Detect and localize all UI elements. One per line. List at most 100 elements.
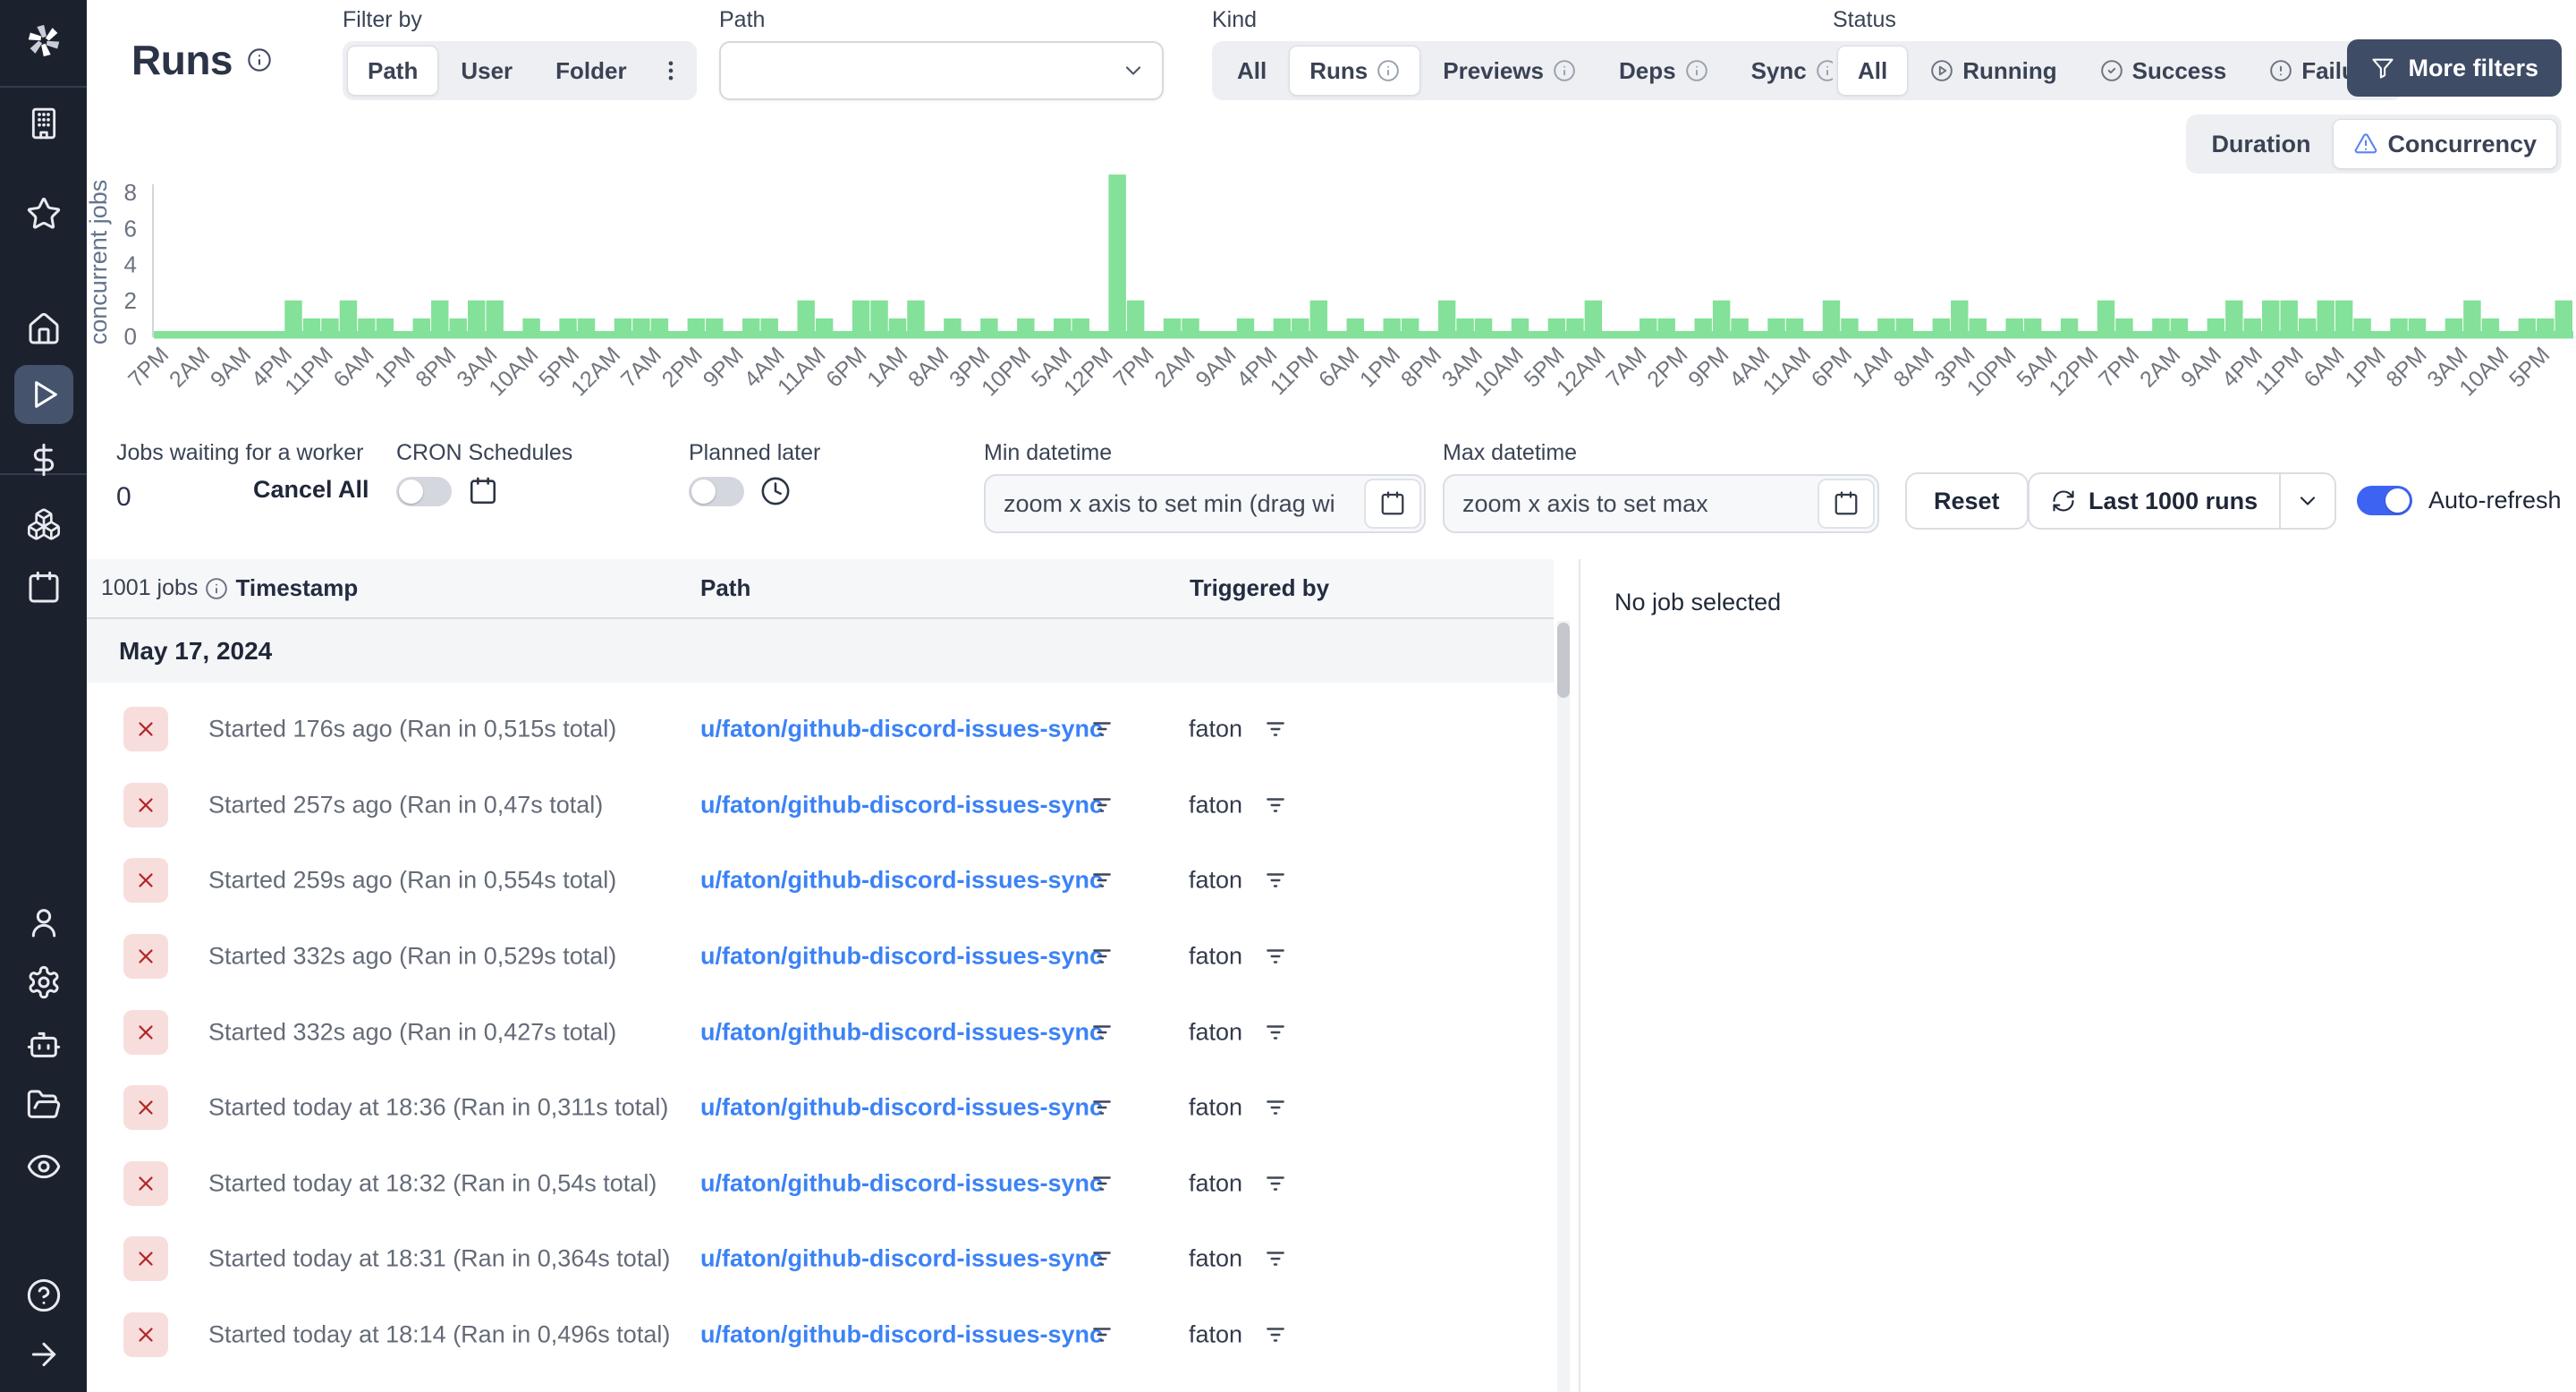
audit-eye-icon[interactable] bbox=[26, 1149, 62, 1184]
scrollbar-thumb[interactable] bbox=[1557, 623, 1570, 698]
run-path-link[interactable]: u/faton/github-discord-issues-sync bbox=[700, 942, 1104, 970]
last-runs-button[interactable]: Last 1000 runs bbox=[2029, 474, 2279, 528]
failure-x-badge bbox=[123, 934, 168, 980]
table-row[interactable]: Started today at 18:31 (Ran in 0,364s to… bbox=[87, 1221, 1554, 1297]
filter-by-user-icon[interactable] bbox=[1264, 1096, 1287, 1119]
max-datetime-calendar-button[interactable] bbox=[1818, 479, 1875, 529]
filter-by-path[interactable]: Path bbox=[347, 46, 439, 96]
svg-text:8: 8 bbox=[124, 179, 137, 206]
jobs-waiting-label: Jobs waiting for a worker bbox=[116, 440, 364, 465]
filter-by-user-icon[interactable] bbox=[1264, 1172, 1287, 1195]
status-success[interactable]: Success bbox=[2080, 46, 2248, 96]
max-datetime-input[interactable] bbox=[1443, 474, 1879, 533]
runs-info-icon[interactable] bbox=[247, 47, 272, 72]
planned-later-toggle[interactable] bbox=[689, 476, 744, 506]
filter-by-user-icon[interactable] bbox=[1264, 945, 1287, 968]
run-path-link[interactable]: u/faton/github-discord-issues-sync bbox=[700, 791, 1104, 819]
table-row[interactable]: Started 259s ago (Ran in 0,554s total) u/… bbox=[87, 843, 1554, 919]
home-icon[interactable] bbox=[26, 311, 62, 347]
filter-by-folder[interactable]: Folder bbox=[555, 56, 627, 84]
folders-icon[interactable] bbox=[26, 1087, 62, 1123]
variables-dollar-icon[interactable] bbox=[26, 442, 62, 478]
path-select[interactable] bbox=[719, 41, 1164, 100]
kind-sync[interactable]: Sync bbox=[1731, 46, 1860, 96]
kebab-menu-icon[interactable] bbox=[649, 58, 692, 83]
windmill-logo[interactable] bbox=[23, 21, 64, 66]
svg-text:6: 6 bbox=[124, 215, 137, 242]
info-icon[interactable] bbox=[205, 577, 228, 600]
settings-gear-icon[interactable] bbox=[26, 964, 62, 1000]
table-row[interactable]: Started 332s ago (Ran in 0,427s total) u/… bbox=[87, 994, 1554, 1070]
more-filters-button[interactable]: More filters bbox=[2347, 39, 2562, 97]
run-timestamp: Started 257s ago (Ran in 0,47s total) bbox=[208, 791, 604, 819]
workspace-building-icon[interactable] bbox=[26, 106, 62, 141]
run-timestamp: Started 176s ago (Ran in 0,515s total) bbox=[208, 715, 617, 743]
filter-by-user-icon[interactable] bbox=[1264, 1323, 1287, 1346]
table-row[interactable]: Started today at 18:14 (Ran in 0,496s to… bbox=[87, 1297, 1554, 1373]
run-path-link[interactable]: u/faton/github-discord-issues-sync bbox=[700, 1244, 1104, 1272]
kind-deps[interactable]: Deps bbox=[1598, 46, 1729, 96]
warning-triangle-icon bbox=[2355, 133, 2377, 154]
workers-robot-icon[interactable] bbox=[26, 1026, 62, 1062]
filter-by-path-icon[interactable] bbox=[1090, 1323, 1114, 1346]
min-datetime-input[interactable] bbox=[984, 474, 1426, 533]
filter-by-path-icon[interactable] bbox=[1090, 869, 1114, 892]
job-detail-panel: No job selected bbox=[1579, 559, 2576, 1392]
table-row[interactable]: Started today at 18:32 (Ran in 0,54s tot… bbox=[87, 1146, 1554, 1222]
runs-play-icon[interactable] bbox=[13, 365, 73, 424]
table-row[interactable]: Started 176s ago (Ran in 0,515s total) u/… bbox=[87, 692, 1554, 768]
users-person-icon[interactable] bbox=[26, 904, 62, 940]
run-triggered-by: faton bbox=[1189, 791, 1243, 819]
filter-by-path-icon[interactable] bbox=[1090, 1172, 1114, 1195]
view-toggle-group: Duration Concurrency bbox=[2186, 115, 2562, 174]
kind-previews[interactable]: Previews bbox=[1422, 46, 1597, 96]
schedules-calendar-icon[interactable] bbox=[26, 570, 62, 606]
table-row[interactable]: Started 257s ago (Ran in 0,47s total) u/f… bbox=[87, 768, 1554, 844]
auto-refresh-toggle[interactable] bbox=[2357, 486, 2412, 515]
last-runs-dropdown-button[interactable] bbox=[2279, 474, 2334, 528]
filter-by-path-icon[interactable] bbox=[1090, 794, 1114, 817]
view-duration[interactable]: Duration bbox=[2211, 130, 2311, 157]
kind-group: All Runs Previews Deps Sync bbox=[1212, 41, 1864, 100]
run-path-link[interactable]: u/faton/github-discord-issues-sync bbox=[700, 715, 1104, 743]
table-row[interactable]: Started 332s ago (Ran in 0,529s total) u/… bbox=[87, 919, 1554, 995]
filter-by-user-icon[interactable] bbox=[1264, 794, 1287, 817]
resources-boxes-icon[interactable] bbox=[26, 506, 62, 542]
filter-by-path-icon[interactable] bbox=[1090, 945, 1114, 968]
filter-by-path-icon[interactable] bbox=[1090, 1021, 1114, 1044]
table-row[interactable]: Started today at 18:36 (Ran in 0,311s to… bbox=[87, 1070, 1554, 1146]
cron-toggle[interactable] bbox=[396, 476, 452, 506]
kind-all[interactable]: All bbox=[1237, 56, 1267, 84]
expand-arrow-right-icon[interactable] bbox=[26, 1337, 62, 1372]
svg-text:5PM: 5PM bbox=[2504, 342, 2555, 392]
svg-text:6PM: 6PM bbox=[1807, 342, 1857, 392]
run-path-link[interactable]: u/faton/github-discord-issues-sync bbox=[700, 1320, 1104, 1348]
filter-by-user[interactable]: User bbox=[461, 56, 513, 84]
reset-button[interactable]: Reset bbox=[1905, 472, 2029, 530]
status-group: All Running Success Failure bbox=[1833, 41, 2403, 100]
status-all[interactable]: All bbox=[1837, 46, 1909, 96]
svg-text:1AM: 1AM bbox=[862, 342, 912, 392]
svg-text:1PM: 1PM bbox=[1355, 342, 1405, 392]
min-datetime-calendar-button[interactable] bbox=[1364, 479, 1421, 529]
status-running[interactable]: Running bbox=[1910, 46, 2077, 96]
run-path-link[interactable]: u/faton/github-discord-issues-sync bbox=[700, 1093, 1104, 1121]
cancel-all-button[interactable]: Cancel All bbox=[253, 476, 369, 503]
filter-by-user-icon[interactable] bbox=[1264, 1021, 1287, 1044]
filter-by-path-icon[interactable] bbox=[1090, 717, 1114, 741]
run-triggered-by: faton bbox=[1189, 1244, 1243, 1272]
filter-by-user-icon[interactable] bbox=[1264, 1247, 1287, 1270]
view-concurrency[interactable]: Concurrency bbox=[2333, 119, 2557, 169]
filter-by-path-icon[interactable] bbox=[1090, 1096, 1114, 1119]
favorites-star-icon[interactable] bbox=[26, 196, 62, 232]
run-path-link[interactable]: u/faton/github-discord-issues-sync bbox=[700, 866, 1104, 894]
run-path-link[interactable]: u/faton/github-discord-issues-sync bbox=[700, 1169, 1104, 1197]
kind-runs[interactable]: Runs bbox=[1289, 46, 1421, 96]
filter-by-path-icon[interactable] bbox=[1090, 1247, 1114, 1270]
run-path-link[interactable]: u/faton/github-discord-issues-sync bbox=[700, 1018, 1104, 1046]
filter-by-user-icon[interactable] bbox=[1264, 717, 1287, 741]
scrollbar-track[interactable] bbox=[1557, 621, 1570, 1392]
help-icon[interactable] bbox=[26, 1277, 62, 1313]
filter-by-user-icon[interactable] bbox=[1264, 869, 1287, 892]
